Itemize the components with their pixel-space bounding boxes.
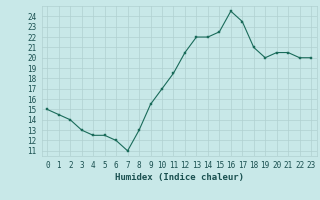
X-axis label: Humidex (Indice chaleur): Humidex (Indice chaleur) <box>115 173 244 182</box>
